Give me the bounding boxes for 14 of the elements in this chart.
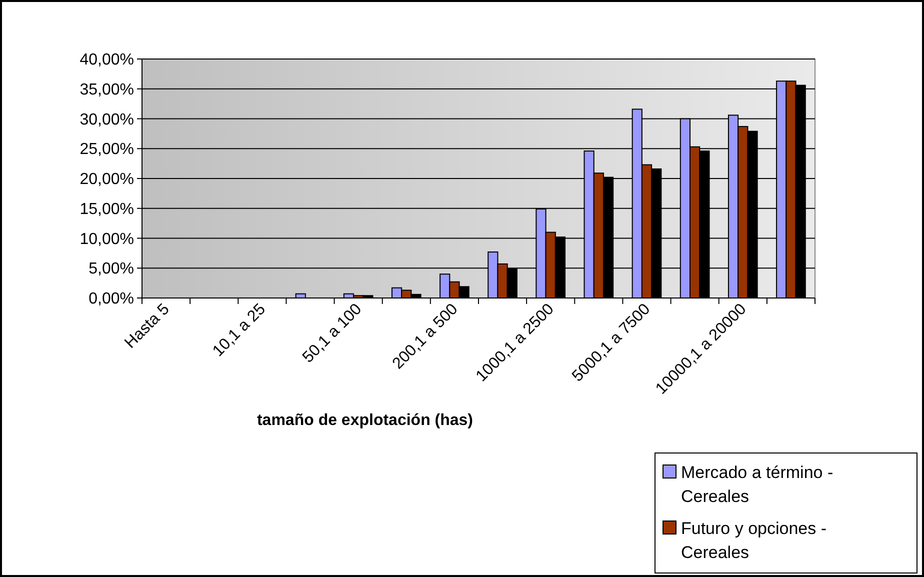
y-tick-label: 0,00%	[88, 290, 134, 308]
y-tick-label: 5,00%	[88, 260, 134, 278]
y-tick-label: 20,00%	[80, 171, 134, 188]
y-tick-label: 10,00%	[80, 230, 134, 248]
y-tick-label: 40,00%	[80, 52, 134, 69]
x-tick-label: 10,1 a 25	[210, 300, 270, 360]
x-tick-label: 50,1 a 100	[300, 300, 366, 366]
y-tick-label: 30,00%	[80, 111, 134, 128]
legend-label: Mercado a término - Cereales	[681, 463, 834, 506]
y-tick-label: 25,00%	[80, 141, 134, 158]
y-tick-label: 15,00%	[80, 200, 134, 218]
legend-label: Futuro y opciones - Cereales	[681, 519, 827, 562]
y-tick-label: 35,00%	[80, 81, 134, 98]
x-axis-title: tamaño de explotación (has)	[256, 412, 474, 429]
